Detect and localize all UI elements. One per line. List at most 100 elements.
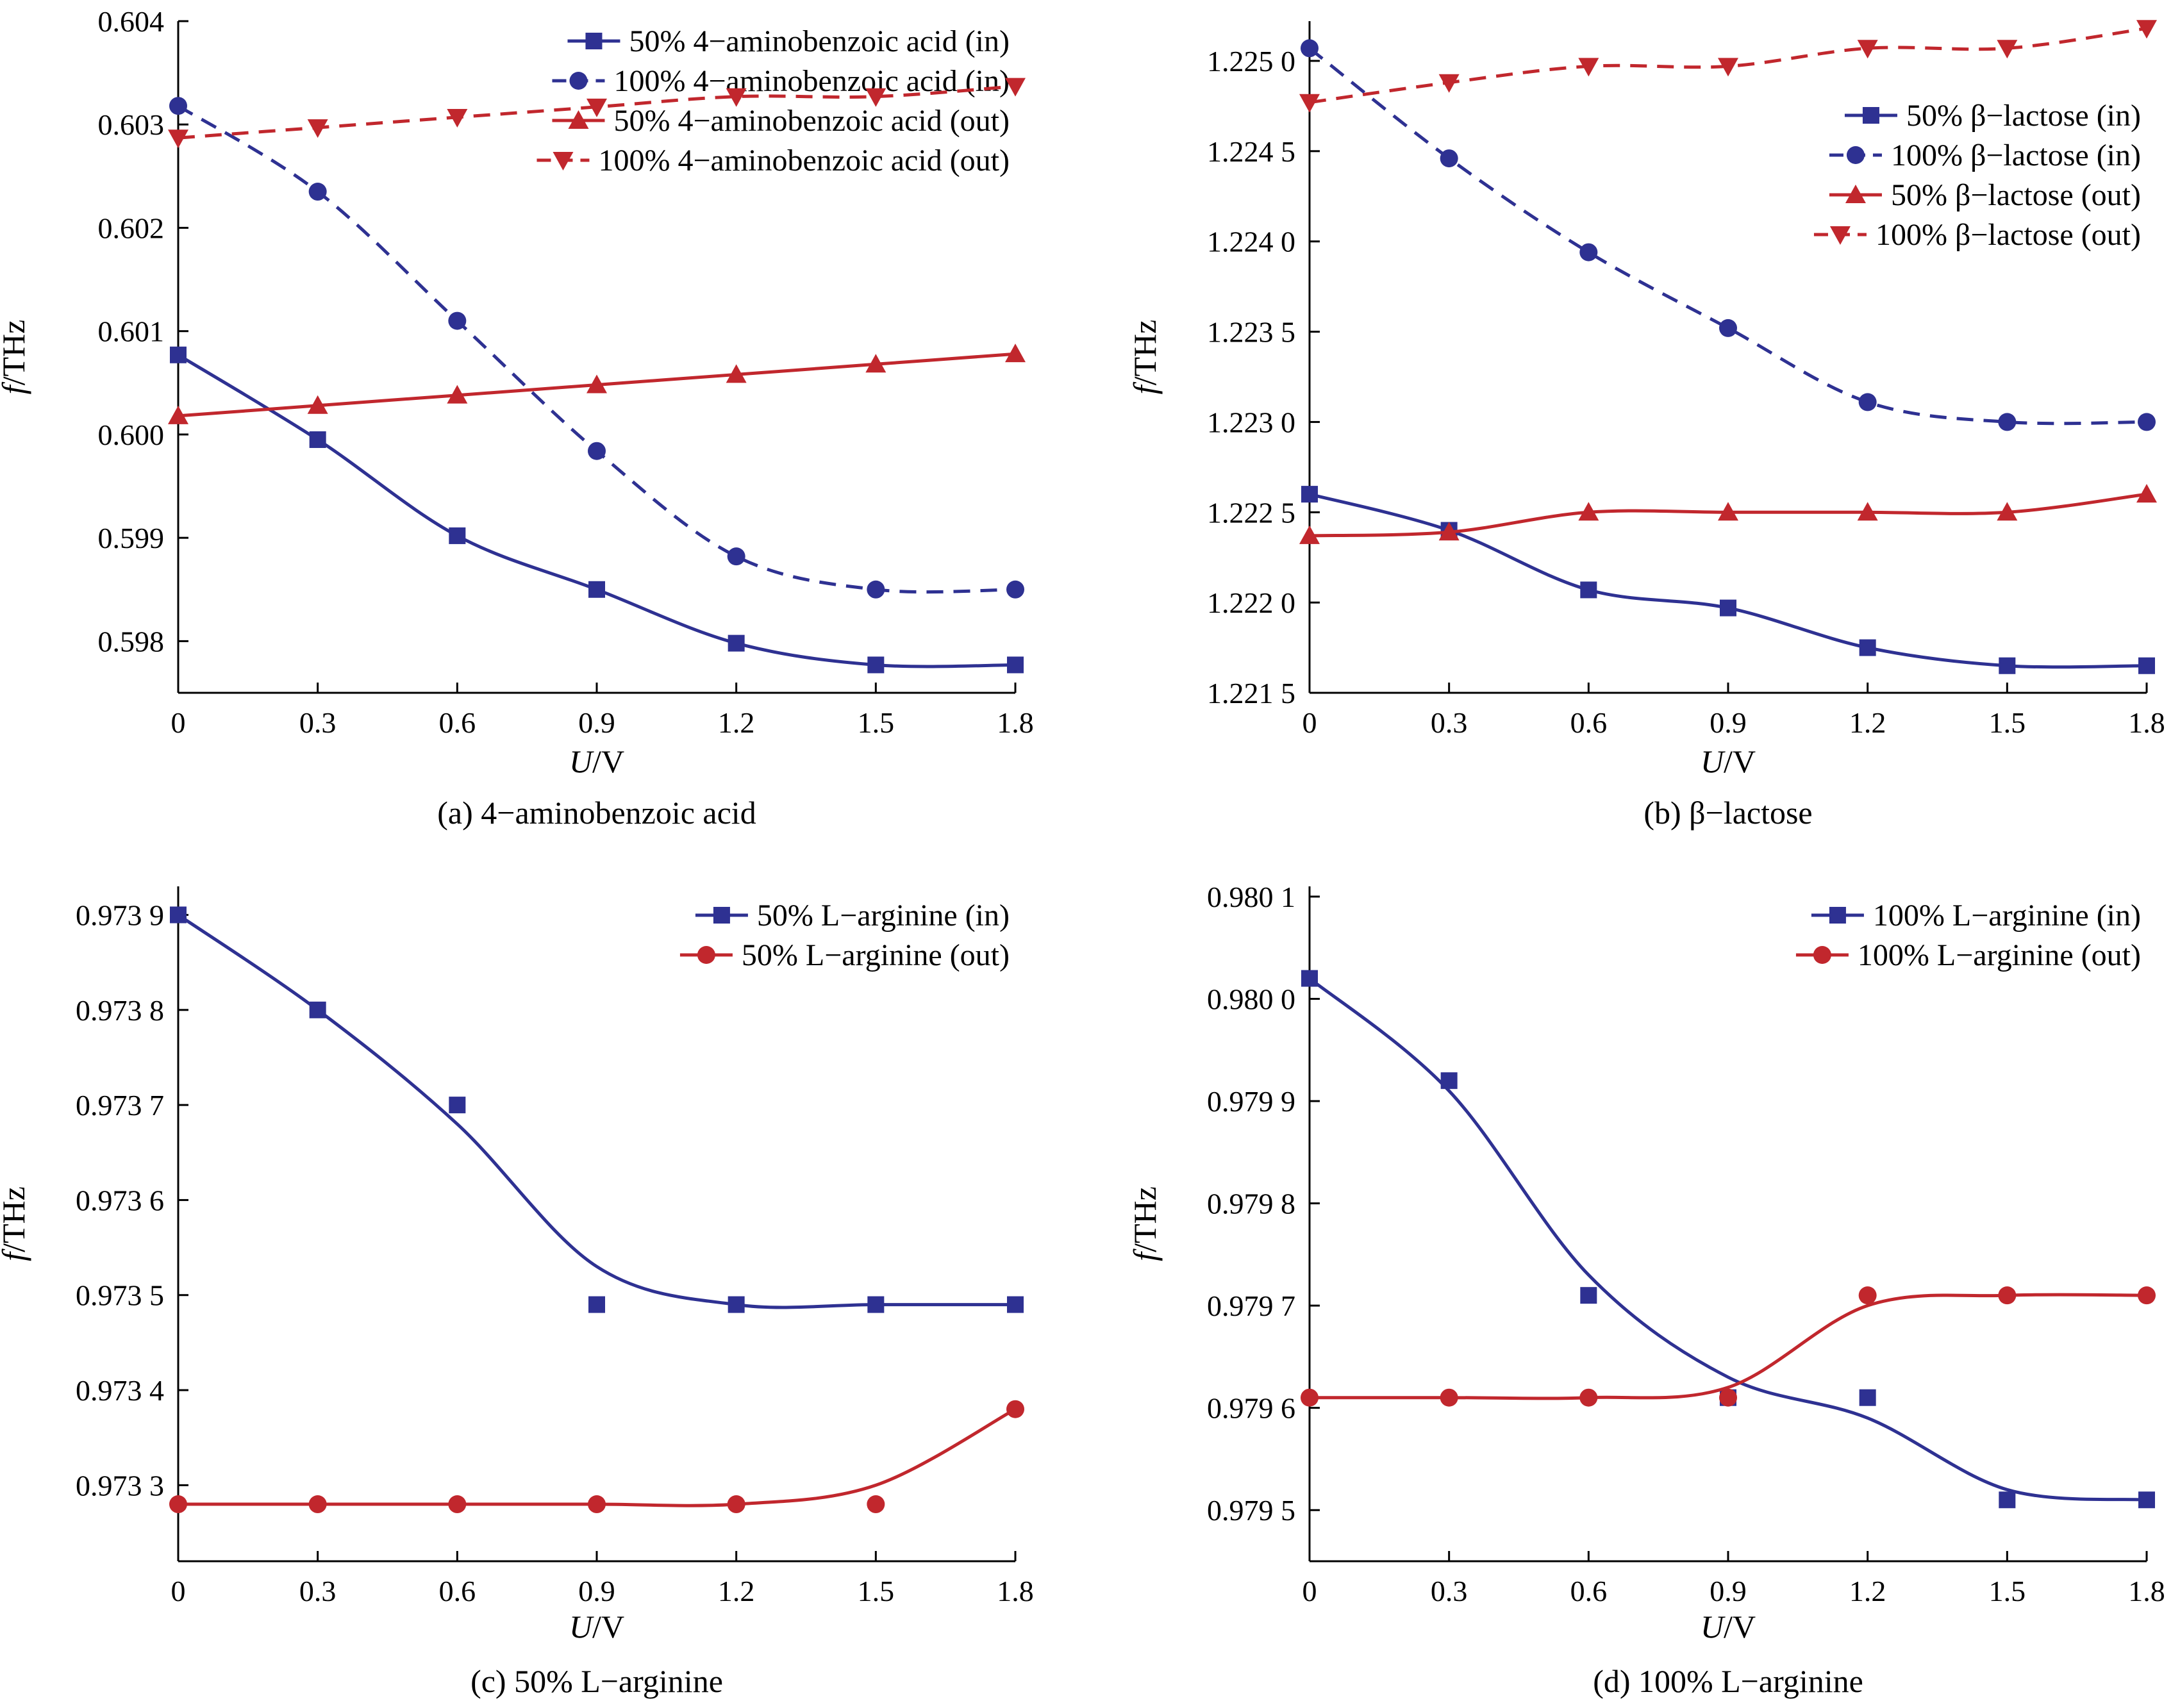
y-tick-label: 1.224 5 xyxy=(1207,135,1295,168)
data-point xyxy=(588,581,605,598)
x-tick-label: 0.6 xyxy=(439,706,476,739)
x-tick-label: 0.9 xyxy=(578,706,615,739)
y-tick-label: 0.601 xyxy=(98,315,165,348)
legend-marker xyxy=(1813,946,1831,964)
y-tick-label: 0.980 1 xyxy=(1207,881,1295,913)
legend-marker xyxy=(1829,226,1851,245)
data-point xyxy=(1005,78,1026,97)
data-point xyxy=(169,97,187,115)
x-tick-label: 0.9 xyxy=(1710,706,1747,739)
data-point xyxy=(1007,656,1024,674)
data-point xyxy=(1579,243,1598,261)
x-tick-label: 0.3 xyxy=(299,1575,337,1607)
data-point xyxy=(2138,1491,2155,1509)
x-tick-label: 1.8 xyxy=(2128,1575,2165,1607)
x-tick-label: 0.6 xyxy=(1570,706,1608,739)
data-point xyxy=(1438,74,1460,93)
data-point xyxy=(2138,1286,2156,1305)
data-point xyxy=(1438,522,1460,541)
data-point xyxy=(1299,525,1320,544)
data-point xyxy=(1579,1388,1598,1407)
chart-panel-b: 0 0.3 0.6 0.9 1.2 1.5 1.8 1.221 5 1.222 0 1.222 5… xyxy=(1127,20,2165,831)
legend-label: 100% L−arginine (in) xyxy=(1873,899,2141,933)
series-line xyxy=(177,913,1015,1309)
y-axis-title: f/THz xyxy=(1127,320,1163,395)
data-point xyxy=(726,364,747,383)
x-tick-label: 1.2 xyxy=(1849,1575,1886,1607)
data-point xyxy=(449,1097,466,1114)
x-tick-label: 1.5 xyxy=(1989,706,2026,739)
y-axis-title: f/THz xyxy=(1127,1186,1163,1261)
y-tick-label: 0.604 xyxy=(98,5,165,38)
data-point xyxy=(2138,657,2155,674)
data-point xyxy=(170,906,187,924)
x-tick-label: 1.8 xyxy=(997,706,1034,739)
x-tick-label: 1.8 xyxy=(2128,706,2165,739)
y-tick-label: 0.979 7 xyxy=(1207,1289,1295,1322)
legend-marker xyxy=(713,907,730,924)
legend-label: 100% β−lactose (in) xyxy=(1891,138,2141,172)
y-axis-title: f/THz xyxy=(0,1186,31,1261)
data-point xyxy=(1718,502,1738,521)
data-point xyxy=(170,346,187,363)
y-tick-label: 0.979 9 xyxy=(1207,1085,1295,1118)
data-point xyxy=(1440,1388,1458,1407)
series-line xyxy=(178,1407,1017,1507)
x-axis-title: U/V xyxy=(1701,743,1756,779)
x-tick-label: 0.3 xyxy=(299,706,337,739)
y-tick-label: 0.973 8 xyxy=(76,994,164,1027)
data-point xyxy=(1578,58,1599,77)
data-point xyxy=(865,354,886,373)
y-tick-label: 1.222 0 xyxy=(1207,586,1295,619)
y-tick-label: 0.600 xyxy=(98,419,165,451)
x-tick-label: 0.9 xyxy=(578,1575,615,1607)
x-tick-label: 0.6 xyxy=(439,1575,476,1607)
data-point xyxy=(448,311,467,330)
data-point xyxy=(1578,502,1599,521)
data-point xyxy=(727,1495,745,1514)
y-tick-label: 0.973 3 xyxy=(76,1469,164,1502)
x-tick-label: 0.3 xyxy=(1431,706,1468,739)
data-point xyxy=(1301,1388,1319,1407)
y-tick-label: 0.973 5 xyxy=(76,1279,164,1312)
x-tick-label: 0 xyxy=(1302,1575,1317,1607)
legend-marker xyxy=(697,946,715,964)
x-tick-label: 0.3 xyxy=(1431,1575,1468,1607)
data-point xyxy=(308,183,327,201)
data-point xyxy=(1580,581,1597,599)
data-point xyxy=(1719,1388,1737,1407)
y-tick-label: 1.222 5 xyxy=(1207,496,1295,529)
x-tick-label: 1.2 xyxy=(718,706,755,739)
legend-marker xyxy=(1829,907,1846,924)
series-line xyxy=(177,104,1016,594)
series-line xyxy=(1308,977,2147,1502)
x-tick-label: 0 xyxy=(171,1575,186,1607)
data-point xyxy=(1857,40,1878,59)
legend-marker xyxy=(585,33,603,49)
y-tick-label: 0.979 6 xyxy=(1207,1392,1295,1425)
y-tick-label: 0.603 xyxy=(98,108,165,141)
legend-label: 100% 4−aminobenzoic acid (in) xyxy=(613,64,1010,98)
legend-label: 50% 4−aminobenzoic acid (in) xyxy=(629,24,1010,58)
y-tick-label: 1.225 0 xyxy=(1207,45,1295,78)
legend-label: 100% 4−aminobenzoic acid (out) xyxy=(598,144,1010,178)
chart-panel-a: 0 0.3 0.6 0.9 1.2 1.5 1.8 0.598 0.599 0.600 0.601 0… xyxy=(0,5,1034,831)
data-point xyxy=(309,431,326,448)
data-point xyxy=(588,442,606,460)
data-point xyxy=(308,1495,327,1514)
legend-marker xyxy=(1845,185,1866,203)
data-point xyxy=(1720,599,1736,617)
data-point xyxy=(1301,39,1319,58)
data-point xyxy=(1858,1286,1877,1305)
data-point xyxy=(728,634,745,652)
data-point xyxy=(1301,970,1318,987)
legend-marker xyxy=(1862,107,1879,124)
data-point xyxy=(1006,580,1024,599)
data-point xyxy=(867,580,885,599)
data-point xyxy=(1998,1286,2017,1305)
x-tick-label: 0.9 xyxy=(1710,1575,1747,1607)
legend-label: 100% β−lactose (out) xyxy=(1876,218,2141,252)
x-tick-label: 1.8 xyxy=(997,1575,1034,1607)
x-tick-label: 1.5 xyxy=(858,1575,895,1607)
